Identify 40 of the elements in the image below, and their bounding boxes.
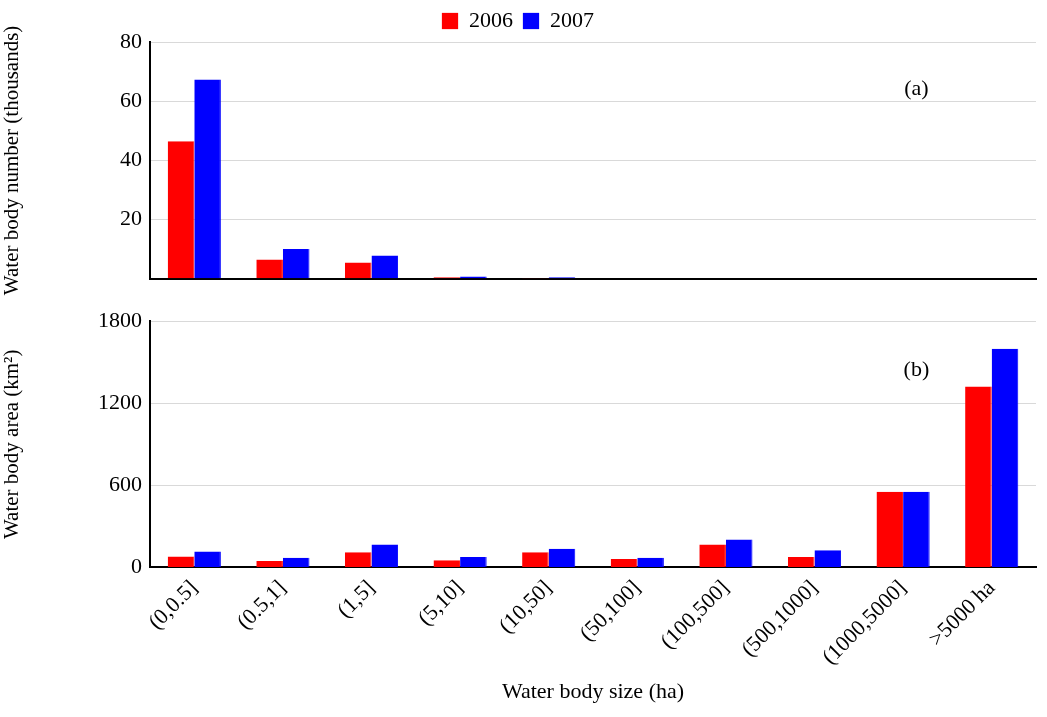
y-tick-label: 1800 [98,306,142,332]
bar [610,558,638,567]
bar [522,552,549,567]
y-tick-label: 1200 [98,389,142,415]
bar [903,491,930,567]
y-axis-title: Water body number (thousands) [0,25,24,296]
y-axis-title: Water body area (km²) [0,349,24,540]
x-axis-title: Water body size (ha) [501,677,685,703]
legend-label: 2007 [550,6,594,32]
bar [787,557,815,567]
y-tick-label: 0 [131,553,142,579]
y-tick-label: 20 [120,205,142,231]
bar [814,550,842,567]
y-tick-label: 40 [120,146,142,172]
bar [167,556,195,567]
bar [344,262,372,279]
bar [725,539,753,567]
bar [371,544,399,567]
bar [344,552,372,567]
bar [699,544,726,567]
annotation: (a) [904,75,929,101]
y-tick-label: 60 [120,86,142,112]
bar [991,348,1019,567]
bar [637,557,664,567]
bar [460,557,487,567]
bar [167,141,195,279]
y-tick-label: 80 [120,27,142,53]
y-tick-label: 600 [109,471,142,497]
bar [194,551,221,567]
bar [371,255,399,279]
legend-label: 2006 [469,6,513,32]
bar [256,560,283,567]
bar [282,557,310,567]
bar [282,248,310,279]
bar [876,491,904,567]
bar [548,548,576,567]
bar [256,259,283,279]
annotation: (b) [903,356,930,382]
bar [965,386,992,567]
bar [194,79,221,279]
